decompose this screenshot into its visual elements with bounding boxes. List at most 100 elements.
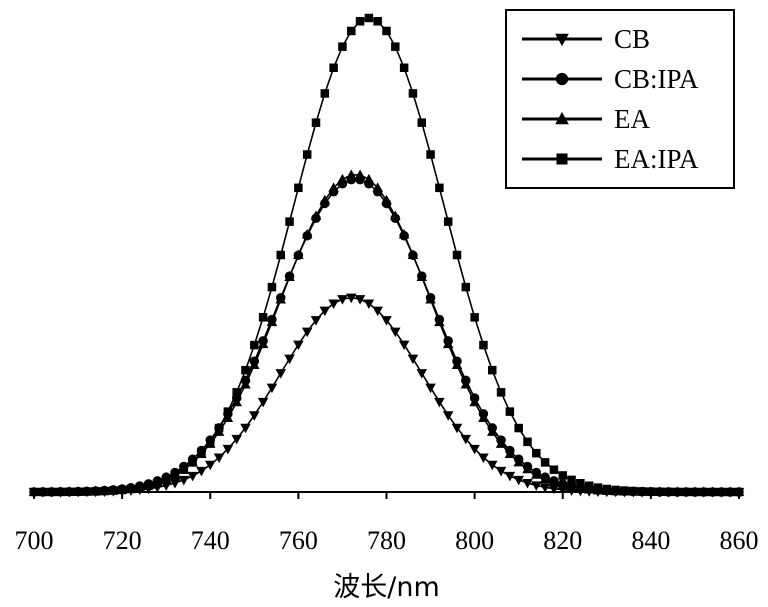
x-tick-label: 720 <box>103 526 142 555</box>
data-point <box>258 313 268 322</box>
series-line <box>33 174 740 493</box>
data-point <box>275 294 286 304</box>
data-point <box>222 444 234 455</box>
data-point <box>188 458 197 467</box>
data-point <box>196 466 207 477</box>
data-point <box>460 378 472 389</box>
data-point <box>214 423 224 433</box>
data-point <box>293 249 304 260</box>
data-point <box>584 481 594 491</box>
data-point <box>390 327 401 338</box>
data-point <box>170 471 180 480</box>
data-point <box>442 338 454 349</box>
series-ea <box>28 169 745 496</box>
data-point <box>434 397 445 408</box>
data-point <box>257 338 269 349</box>
data-point <box>301 228 313 239</box>
data-point <box>469 444 480 455</box>
data-point <box>320 89 330 98</box>
data-point <box>398 340 410 351</box>
x-tick-label: 820 <box>543 526 582 555</box>
x-tick-label: 800 <box>455 526 494 555</box>
data-point <box>179 465 189 474</box>
data-point <box>505 407 515 416</box>
data-point <box>611 485 620 495</box>
data-point <box>416 369 427 379</box>
data-point <box>328 299 339 310</box>
data-point <box>478 453 489 463</box>
data-point <box>329 63 338 73</box>
data-point <box>284 354 295 365</box>
data-point <box>109 486 118 495</box>
data-point <box>539 473 551 484</box>
data-point <box>522 478 533 489</box>
data-point <box>328 182 339 192</box>
data-point <box>407 249 419 260</box>
x-axis-title: 波长/nm <box>333 572 440 603</box>
data-point <box>319 194 331 205</box>
data-point <box>602 484 612 494</box>
data-point <box>620 486 629 495</box>
data-point <box>363 299 375 310</box>
x-axis-ticks: 700 720 740 760 780 800 820 840 860 <box>15 492 759 555</box>
data-point <box>452 250 462 260</box>
data-point <box>117 485 127 495</box>
x-tick-label: 860 <box>720 526 759 555</box>
data-point <box>178 475 190 486</box>
data-point <box>381 316 392 326</box>
data-point <box>231 396 242 407</box>
x-tick-label: 740 <box>191 526 230 555</box>
data-point <box>478 412 489 423</box>
data-point <box>381 194 392 205</box>
x-tick-label: 780 <box>367 526 406 555</box>
data-point <box>539 483 551 493</box>
data-point <box>443 217 453 226</box>
data-point <box>416 271 427 281</box>
data-point <box>240 423 251 434</box>
data-point <box>294 183 303 193</box>
data-point <box>470 313 479 322</box>
legend-label: EA:IPA <box>614 144 699 174</box>
data-point <box>488 365 497 375</box>
x-tick-label: 700 <box>15 526 54 555</box>
data-point <box>460 434 472 445</box>
data-point <box>346 293 357 304</box>
data-point <box>372 182 383 192</box>
data-point <box>504 471 516 482</box>
legend-label: CB:IPA <box>614 64 699 94</box>
legend-label: CB <box>614 24 650 54</box>
data-point <box>382 26 391 36</box>
data-point <box>319 306 331 317</box>
data-point <box>434 316 445 327</box>
data-point <box>267 282 277 292</box>
legend-label: EA <box>614 104 650 134</box>
legend-marker <box>555 72 569 86</box>
data-point <box>302 150 312 159</box>
data-point <box>249 359 260 370</box>
data-point <box>373 17 382 26</box>
data-point <box>213 453 225 463</box>
data-point <box>442 411 454 421</box>
legend-item: EA:IPA <box>522 144 699 174</box>
data-point <box>417 118 426 127</box>
x-tick-label: 840 <box>631 526 670 555</box>
data-point <box>310 210 322 221</box>
data-point <box>575 482 586 493</box>
data-point <box>311 118 321 127</box>
data-point <box>549 465 559 474</box>
data-point <box>398 228 410 239</box>
data-point <box>435 183 444 193</box>
data-point <box>513 475 524 486</box>
data-point <box>337 295 348 305</box>
data-point <box>364 13 374 23</box>
data-point <box>495 438 507 448</box>
data-point <box>408 89 418 98</box>
data-point <box>390 210 401 221</box>
legend-item: CB <box>522 24 650 54</box>
data-point <box>222 412 234 423</box>
data-point <box>275 369 286 379</box>
data-point <box>197 448 206 458</box>
data-point <box>347 26 356 36</box>
data-point <box>514 423 523 433</box>
data-point <box>310 316 322 326</box>
